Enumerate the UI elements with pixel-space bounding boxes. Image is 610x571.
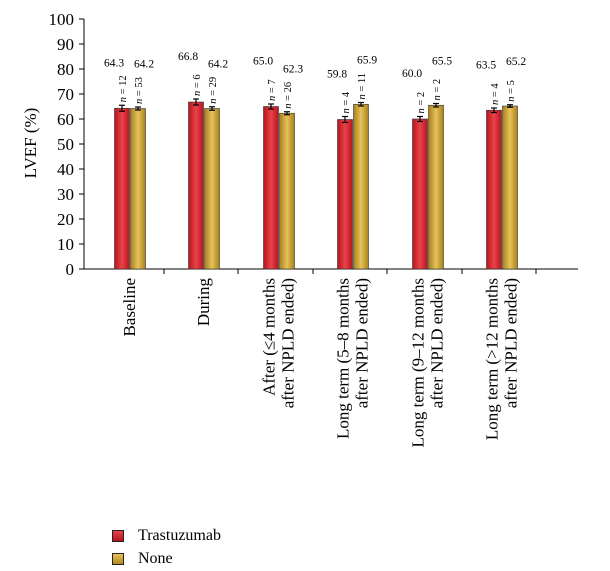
x-category-label: after NPLD ended)	[502, 278, 521, 408]
bar-trastuzumab	[337, 119, 353, 270]
x-category-label: after NPLD ended)	[428, 278, 447, 408]
legend-swatch-none	[112, 552, 124, 565]
y-tick-label: 90	[57, 35, 74, 54]
n-label-trastuzumab: n = 2	[416, 92, 427, 114]
n-label-trastuzumab: n = 7	[267, 79, 278, 101]
value-label-trastuzumab: 65.0	[253, 56, 273, 68]
x-category-label: after NPLD ended)	[279, 278, 298, 408]
bar-none	[279, 112, 295, 270]
y-tick-label: 70	[57, 85, 74, 104]
x-category-label: Long term (5–8 months	[334, 278, 353, 439]
y-tick-label: 30	[57, 185, 74, 204]
bar-none	[428, 104, 444, 270]
bar-trastuzumab	[486, 109, 502, 270]
y-tick-label: 20	[57, 210, 74, 229]
legend: Trastuzumab None	[112, 525, 221, 571]
n-label-trastuzumab: n = 4	[341, 91, 352, 113]
value-label-none: 64.2	[134, 59, 154, 71]
value-label-none: 62.3	[283, 63, 303, 75]
n-label-none: n = 26	[283, 82, 294, 109]
y-tick-label: 80	[57, 60, 74, 79]
n-label-none: n = 2	[432, 79, 443, 101]
value-label-none: 64.2	[208, 59, 228, 71]
n-label-none: n = 53	[134, 77, 145, 104]
y-tick-label: 100	[49, 10, 75, 29]
lvef-bar-chart: LVEF (%) 0 10 20 30 40 50 60 70 80 90 100 64.3 n = 1…	[21, 10, 578, 448]
x-category-label: Baseline	[120, 278, 139, 337]
n-label-trastuzumab: n = 4	[490, 83, 501, 105]
legend-label-none: None	[138, 549, 173, 567]
bar-trastuzumab	[263, 106, 279, 270]
value-label-trastuzumab: 60.0	[402, 68, 422, 80]
value-label-trastuzumab: 63.5	[476, 59, 496, 71]
y-tick-label: 60	[57, 110, 74, 129]
legend-swatch-trastuzumab	[112, 529, 124, 542]
x-category-label: After (≤4 months	[260, 278, 279, 396]
x-category-label: Long term (9–12 months	[409, 278, 428, 448]
bar-trastuzumab	[114, 107, 130, 270]
n-label-none: n = 11	[357, 73, 368, 100]
legend-label-trastuzumab: Trastuzumab	[138, 526, 221, 544]
value-label-trastuzumab: 64.3	[104, 57, 124, 69]
x-category-label: Long term (>12 months	[483, 278, 502, 440]
n-label-none: n = 29	[208, 77, 219, 104]
value-label-trastuzumab: 59.8	[327, 69, 347, 81]
legend-item-trastuzumab: Trastuzumab	[112, 525, 221, 546]
value-label-trastuzumab: 66.8	[178, 51, 198, 63]
bar-none	[204, 108, 220, 270]
y-tick-label: 50	[57, 135, 74, 154]
bar-trastuzumab	[188, 101, 204, 270]
n-label-trastuzumab: n = 6	[192, 74, 203, 96]
bar-none	[130, 108, 146, 270]
x-category-label: after NPLD ended)	[353, 278, 372, 408]
bar-none	[353, 103, 369, 270]
value-label-none: 65.2	[506, 56, 526, 68]
x-category-label: During	[194, 278, 213, 327]
y-tick-label: 40	[57, 160, 74, 179]
y-tick-label: 10	[57, 235, 74, 254]
bar-trastuzumab	[412, 118, 428, 270]
legend-item-none: None	[112, 548, 221, 569]
n-label-trastuzumab: n = 12	[118, 75, 129, 102]
y-tick-label: 0	[66, 260, 75, 279]
value-label-none: 65.9	[357, 54, 377, 66]
bar-none	[502, 105, 518, 270]
n-label-none: n = 5	[506, 80, 517, 102]
value-label-none: 65.5	[432, 55, 452, 67]
y-axis-label: LVEF (%)	[21, 108, 40, 179]
